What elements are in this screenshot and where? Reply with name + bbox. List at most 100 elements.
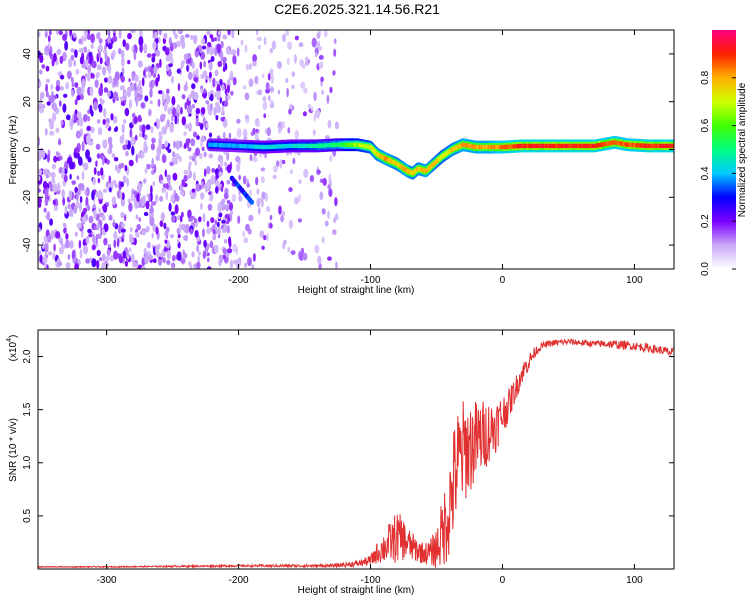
noise-speckle bbox=[174, 204, 179, 215]
noise-speckle bbox=[187, 209, 192, 219]
noise-speckle bbox=[231, 49, 237, 56]
noise-speckle bbox=[98, 207, 101, 215]
noise-speckle bbox=[255, 128, 259, 133]
noise-speckle bbox=[257, 89, 263, 96]
x-tick-label: -300 bbox=[97, 275, 117, 286]
noise-speckle bbox=[203, 239, 207, 248]
noise-speckle bbox=[227, 248, 233, 254]
noise-speckle bbox=[220, 159, 224, 168]
noise-speckle bbox=[158, 90, 163, 95]
noise-speckle bbox=[120, 211, 125, 219]
noise-speckle bbox=[227, 30, 231, 36]
noise-speckle bbox=[93, 209, 97, 219]
noise-speckle bbox=[146, 241, 151, 249]
noise-speckle bbox=[311, 106, 314, 112]
noise-speckle bbox=[70, 48, 75, 53]
noise-speckle bbox=[202, 250, 207, 259]
noise-speckle bbox=[298, 179, 302, 184]
x-tick-label: -200 bbox=[229, 575, 249, 586]
noise-speckle bbox=[226, 95, 231, 100]
noise-speckle bbox=[183, 170, 189, 175]
noise-speckle bbox=[62, 51, 67, 62]
noise-speckle bbox=[91, 258, 97, 268]
noise-speckle bbox=[224, 213, 230, 219]
noise-speckle bbox=[244, 114, 249, 120]
noise-speckle bbox=[311, 37, 317, 48]
noise-speckle bbox=[52, 183, 58, 193]
noise-speckle bbox=[47, 172, 53, 177]
noise-speckle bbox=[222, 34, 228, 40]
noise-speckle bbox=[48, 51, 52, 57]
y-tick-label: 2.0 bbox=[22, 349, 33, 363]
noise-speckle bbox=[248, 214, 254, 222]
noise-speckle bbox=[221, 106, 225, 114]
noise-speckle bbox=[219, 97, 222, 104]
noise-speckle bbox=[75, 191, 79, 201]
noise-speckle bbox=[307, 103, 311, 109]
noise-speckle bbox=[95, 143, 101, 150]
noise-speckle bbox=[130, 193, 134, 202]
noise-speckle bbox=[96, 119, 101, 124]
noise-speckle bbox=[333, 48, 337, 57]
noise-speckle bbox=[113, 80, 116, 87]
noise-speckle bbox=[143, 211, 149, 217]
noise-speckle bbox=[144, 168, 148, 174]
noise-speckle bbox=[170, 195, 175, 203]
noise-speckle bbox=[38, 197, 42, 205]
noise-speckle bbox=[102, 119, 106, 125]
noise-speckle bbox=[200, 73, 205, 80]
noise-speckle bbox=[122, 144, 128, 151]
noise-speckle bbox=[67, 203, 71, 210]
noise-speckle bbox=[249, 154, 253, 162]
y-tick-label: 0 bbox=[22, 146, 33, 152]
noise-speckle bbox=[101, 228, 105, 235]
noise-speckle bbox=[258, 207, 261, 215]
noise-speckle bbox=[199, 184, 202, 191]
noise-speckle bbox=[78, 183, 84, 190]
noise-speckle bbox=[326, 94, 330, 104]
noise-speckle bbox=[135, 214, 139, 220]
noise-speckle bbox=[142, 131, 145, 138]
noise-speckle bbox=[120, 85, 124, 91]
noise-speckle bbox=[236, 118, 241, 124]
x-tick-label: -300 bbox=[97, 575, 117, 586]
noise-speckle bbox=[262, 101, 268, 111]
noise-speckle bbox=[102, 139, 108, 149]
noise-speckle bbox=[242, 230, 246, 238]
noise-speckle bbox=[273, 165, 278, 173]
noise-speckle bbox=[312, 129, 316, 136]
noise-speckle bbox=[194, 230, 199, 238]
noise-speckle bbox=[235, 245, 238, 256]
noise-speckle bbox=[163, 102, 168, 112]
noise-speckle bbox=[183, 53, 188, 61]
noise-speckle bbox=[71, 180, 76, 186]
colorbar-tick-label: 0.8 bbox=[700, 70, 711, 84]
noise-speckle bbox=[329, 154, 333, 162]
noise-speckle bbox=[83, 46, 88, 53]
noise-speckle bbox=[226, 179, 231, 185]
noise-speckle bbox=[206, 30, 211, 36]
noise-speckle bbox=[124, 107, 130, 117]
noise-speckle bbox=[164, 47, 170, 56]
noise-speckle bbox=[152, 181, 156, 187]
noise-speckle bbox=[206, 166, 211, 175]
noise-speckle bbox=[148, 108, 152, 117]
noise-speckle bbox=[108, 175, 112, 184]
noise-speckle bbox=[98, 44, 104, 53]
noise-speckle bbox=[214, 37, 217, 42]
noise-speckle bbox=[315, 108, 321, 119]
noise-speckle bbox=[214, 244, 219, 254]
noise-speckle bbox=[261, 199, 264, 208]
noise-speckle bbox=[122, 175, 127, 184]
noise-speckle bbox=[269, 47, 273, 54]
noise-speckle bbox=[195, 107, 201, 115]
noise-speckle bbox=[322, 177, 327, 186]
noise-speckle bbox=[226, 84, 230, 94]
noise-speckle bbox=[131, 145, 135, 156]
noise-speckle bbox=[203, 151, 207, 158]
noise-speckle bbox=[266, 127, 271, 137]
noise-speckle bbox=[57, 71, 62, 76]
noise-speckle bbox=[184, 234, 188, 242]
noise-speckle bbox=[45, 91, 50, 98]
noise-speckle bbox=[51, 178, 56, 184]
